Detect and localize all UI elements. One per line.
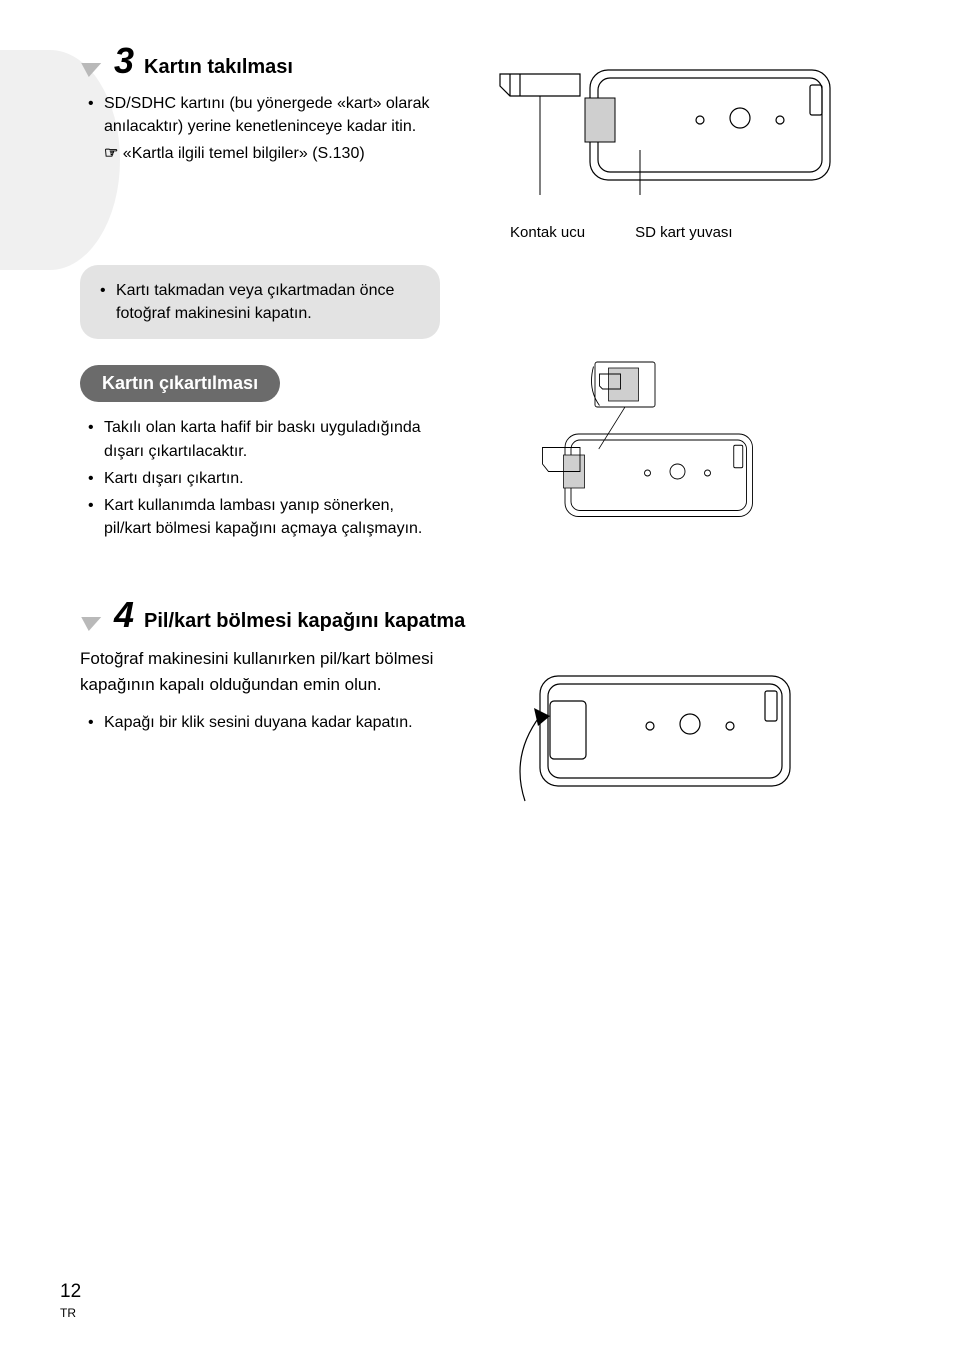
chevron-down-icon bbox=[79, 63, 101, 77]
step4-note-list: Kapağı bir klik sesini duyana kadar kapa… bbox=[104, 711, 440, 734]
step3-bullets: SD/SDHC kartını (bu yönergede «kart» ola… bbox=[104, 92, 440, 138]
step-3: 3 Kartın takılması SD/SDHC kartını (bu y… bbox=[80, 40, 900, 544]
step4-title: Pil/kart bölmesi kapağını kapatma bbox=[144, 610, 465, 633]
page-root: 3 Kartın takılması SD/SDHC kartını (bu y… bbox=[0, 0, 960, 1352]
step4-figure bbox=[470, 646, 900, 826]
page-number-value: 12 bbox=[60, 1282, 81, 1303]
step4-number: 4 bbox=[114, 594, 134, 636]
callout-contact: Kontak ucu bbox=[510, 224, 585, 241]
step3-figure-mid bbox=[470, 359, 900, 539]
step4-columns: Fotoğraf makinesini kullanırken pil/kart… bbox=[80, 646, 900, 826]
step4-left: Fotoğraf makinesini kullanırken pil/kart… bbox=[80, 646, 440, 738]
step3-sub-columns: Kartın çıkartılması Takılı olan karta ha… bbox=[80, 359, 900, 544]
step3-callouts: Kontak ucu SD kart yuvası bbox=[510, 224, 900, 241]
step3-figure-top: Kontak ucu SD kart yuvası bbox=[470, 40, 900, 241]
step3-sub-bullet-2: Kartı dışarı çıkartın. bbox=[104, 467, 440, 490]
step3-ref: ☞ «Kartla ilgili temel bilgiler» (S.130) bbox=[104, 142, 440, 165]
step3-sub-left: Kartın çıkartılması Takılı olan karta ha… bbox=[80, 359, 440, 544]
chevron-down-icon bbox=[79, 617, 101, 631]
step3-sub-bullets: Takılı olan karta hafif bir baskı uygula… bbox=[104, 416, 440, 540]
step3-ref-text: «Kartla ilgili temel bilgiler» (S.130) bbox=[123, 145, 365, 162]
step3-sub-bullet-1: Takılı olan karta hafif bir baskı uygula… bbox=[104, 416, 440, 462]
step3-number: 3 bbox=[114, 40, 134, 82]
step3-header: 3 Kartın takılması bbox=[80, 40, 440, 82]
step3-sub-bullet-3: Kart kullanımda lambası yanıp sönerken, … bbox=[104, 494, 440, 540]
camera-illustration-bottom bbox=[470, 646, 810, 826]
step3-subhead: Kartın çıkartılması bbox=[80, 365, 280, 402]
step4-body: Fotoğraf makinesini kullanırken pil/kart… bbox=[80, 646, 440, 697]
step3-columns: 3 Kartın takılması SD/SDHC kartını (bu y… bbox=[80, 40, 900, 241]
step3-bullet-1: SD/SDHC kartını (bu yönergede «kart» ola… bbox=[104, 92, 440, 138]
info-ref-icon: ☞ bbox=[104, 145, 123, 162]
step3-title: Kartın takılması bbox=[144, 56, 293, 79]
step3-note-box: Kartı takmadan veya çıkartmadan önce fot… bbox=[80, 265, 440, 339]
step3-note-text: Kartı takmadan veya çıkartmadan önce fot… bbox=[116, 279, 420, 325]
step4-header: 4 Pil/kart bölmesi kapağını kapatma bbox=[80, 594, 900, 636]
step4-note-text: Kapağı bir klik sesini duyana kadar kapa… bbox=[104, 711, 440, 734]
step3-left: 3 Kartın takılması SD/SDHC kartını (bu y… bbox=[80, 40, 440, 166]
page-number: 12 TR bbox=[60, 1282, 81, 1322]
camera-illustration-mid bbox=[470, 359, 810, 539]
callout-slot: SD kart yuvası bbox=[635, 224, 733, 241]
page-locale: TR bbox=[60, 1306, 76, 1320]
camera-illustration-top bbox=[470, 40, 850, 220]
step-4: 4 Pil/kart bölmesi kapağını kapatma Foto… bbox=[80, 594, 900, 826]
